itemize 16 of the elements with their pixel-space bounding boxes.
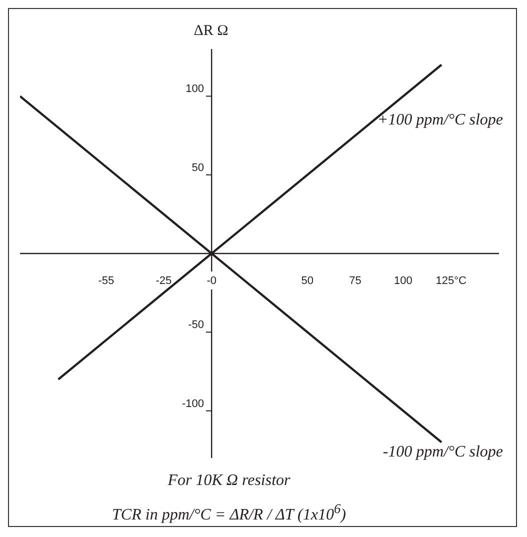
x-tick-label: -0 <box>206 275 216 287</box>
series-label: +100 ppm/°C slope <box>377 112 503 129</box>
text: TCR in ppm/°C = ΔR/R / ΔT (1x10$^{6}$) <box>111 500 347 526</box>
x-tick-label: 100 <box>394 275 412 287</box>
x-tick-label: -25 <box>156 275 172 287</box>
series-label: -100 ppm/°C slope <box>382 443 503 460</box>
x-tick-label: 50 <box>301 275 314 287</box>
y-axis-title: ΔR Ω <box>194 23 228 39</box>
y-tick-label: 50 <box>192 162 204 174</box>
y-tick-label: -100 <box>182 398 204 410</box>
x-tick-label: 125°C <box>436 275 466 287</box>
x-tick-label: 75 <box>349 275 362 287</box>
y-tick-label: -50 <box>188 319 204 332</box>
y-tick-label: 100 <box>186 83 204 96</box>
x-tick-label: -55 <box>98 275 114 287</box>
text: For 10K Ω resistor <box>166 471 292 491</box>
